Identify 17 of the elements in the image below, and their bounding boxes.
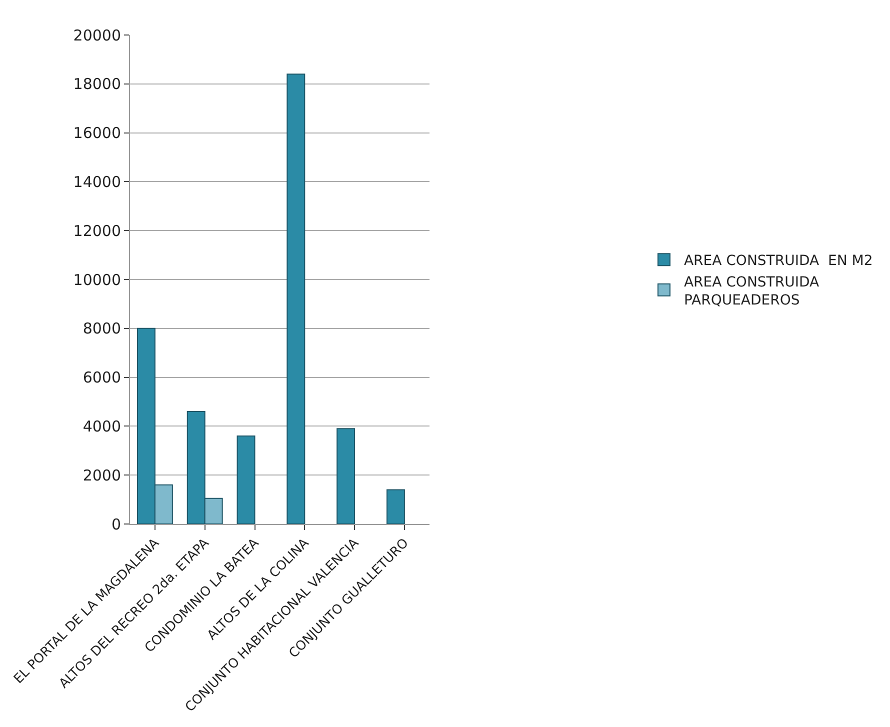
legend-label: AREA CONSTRUIDA PARQUEADEROS [684,274,820,308]
y-tick-label: 16000 [73,124,121,142]
y-tick-label: 12000 [73,222,121,240]
bar [336,428,356,524]
y-tick-label: 14000 [73,172,121,191]
legend-label: AREA CONSTRUIDA EN M2 [684,253,873,270]
y-tick-label: 20000 [73,26,121,44]
y-tick-label: 18000 [73,75,121,94]
y-tick-label: 4000 [82,417,121,436]
y-tick-label: 6000 [82,368,121,387]
y-tick-label: 8000 [82,320,121,338]
y-tick-label: 0 [111,515,121,534]
y-tick-label: 2000 [82,466,121,484]
bar [236,435,256,524]
bar [286,74,306,524]
bar [386,489,405,524]
y-tick-label: 10000 [73,270,121,289]
